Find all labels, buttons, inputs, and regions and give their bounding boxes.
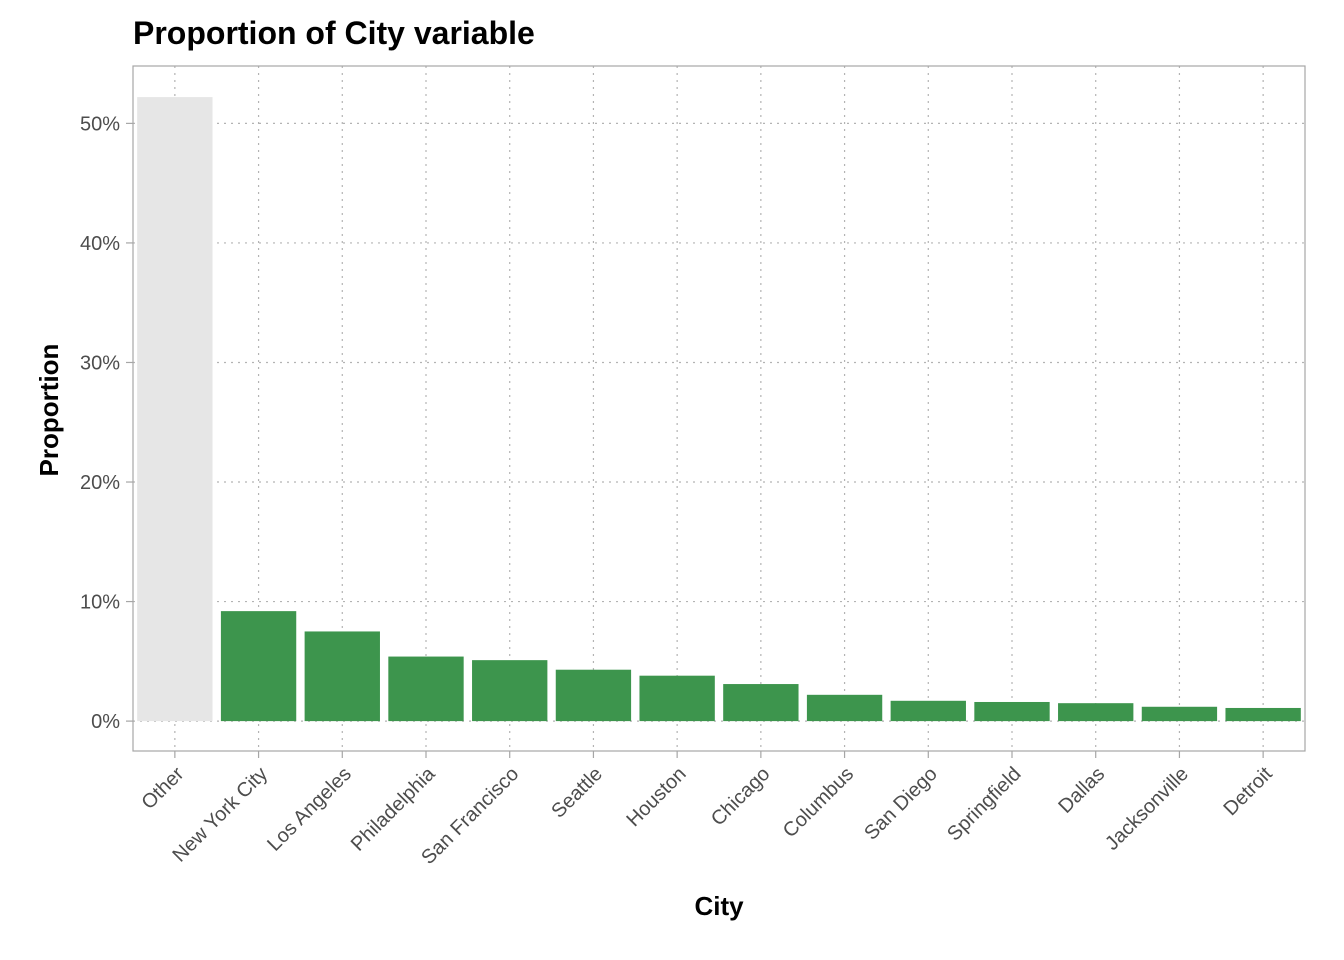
x-tick-label: Springfield [943,763,1025,845]
x-tick-label: Chicago [707,763,774,830]
x-tick-label: Dallas [1054,763,1109,818]
bar [974,701,1050,722]
bars [137,97,1301,722]
bar [1058,703,1134,722]
bar [890,700,966,722]
x-tick-label: San Diego [860,763,942,845]
x-tick-label: Los Angeles [263,763,356,856]
x-tick-label: Houston [622,763,690,831]
x-tick-label: Detroit [1219,763,1277,821]
x-axis-title: City [694,891,744,921]
bar [1225,707,1301,722]
x-tick-label: Other [137,763,188,814]
bar [555,669,632,722]
bar [723,684,799,722]
bar [304,631,380,722]
y-axis-title: Proportion [34,344,64,477]
bar [806,694,883,722]
x-tick-label: Jacksonville [1101,763,1193,855]
y-tick-label: 30% [80,352,120,374]
y-tick-label: 40% [80,233,120,255]
y-tick-label: 10% [80,592,120,614]
x-tick-label: Philadelphia [347,762,440,855]
bar [472,660,548,722]
y-tick-label: 0% [91,711,120,733]
plot-panel [132,65,1306,752]
bar [137,97,213,722]
y-axis: 0% 10% 20% 30% 40% 50% [80,113,133,733]
x-tick-label: Seattle [547,763,607,823]
bar [388,656,464,722]
y-tick-label: 50% [80,113,120,135]
chart-title: Proportion of City variable [133,15,535,51]
bar [220,611,297,722]
bar [1141,706,1218,722]
y-tick-label: 20% [80,472,120,494]
bar [639,675,715,722]
x-tick-label: Columbus [779,763,858,842]
